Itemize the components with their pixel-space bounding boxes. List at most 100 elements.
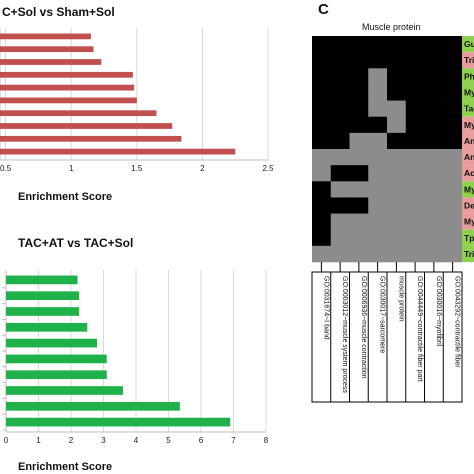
- gene-label-bg: [462, 116, 474, 133]
- heatmap-cell: [330, 36, 350, 53]
- gene-label-bg: [462, 132, 474, 149]
- heatmap-cell: [368, 165, 388, 182]
- gene-label: Ankrd1: [464, 136, 474, 146]
- heatmap-column-labels: GO:0031674~I band GO:0003012~muscle syste…: [311, 262, 463, 403]
- chart2-bar: [6, 338, 97, 348]
- heatmap-cell: [330, 197, 350, 214]
- heatmap-cell: [405, 116, 425, 134]
- chart1-bar: [0, 135, 182, 142]
- heatmap-cell: [330, 229, 350, 247]
- chart2-tick-label: 4: [134, 436, 139, 445]
- gene-label: Gucy1a3: [464, 39, 474, 49]
- heatmap-cell: [443, 245, 463, 263]
- gene-label: Trim63: [464, 249, 474, 259]
- heatmap-cell: [349, 116, 369, 134]
- heatmap-cell: [368, 213, 388, 231]
- column-label: GO:0043292~contractile fiber: [454, 276, 461, 368]
- chart1-tick-label: 1: [69, 164, 74, 173]
- gene-label-bg: [462, 181, 474, 198]
- chart1-tick-label: 0.5: [0, 164, 12, 173]
- gene-label: Tagln: [464, 104, 474, 114]
- gene-label: Trim72: [464, 55, 474, 65]
- heatmap-cell: [387, 149, 407, 166]
- heatmap-cell: [368, 149, 388, 166]
- chart2-tick-label: 0: [4, 436, 9, 445]
- heatmap-cell: [312, 52, 332, 69]
- chart2-bar: [6, 322, 88, 332]
- heatmap-cell: [330, 165, 350, 182]
- heatmap-cell: [387, 68, 407, 85]
- heatmap-cell: [312, 181, 332, 198]
- heatmap-cell: [349, 181, 369, 198]
- heatmap-cell: [312, 84, 332, 101]
- heatmap-cell: [387, 132, 407, 150]
- gene-label: Acta1: [464, 168, 474, 178]
- heatmap-cell: [424, 84, 444, 101]
- heatmap-cell: [368, 68, 388, 85]
- heatmap-cell: [330, 84, 350, 101]
- chart1-bar: [0, 84, 135, 91]
- heatmap-cell: [443, 213, 463, 231]
- heatmap-cell: [424, 213, 444, 231]
- column-label: muscle protein: [397, 276, 404, 322]
- chart1-tick-label: 2.5: [262, 164, 274, 173]
- heatmap-cell: [312, 229, 332, 247]
- heatmap-cell: [330, 68, 350, 85]
- heatmap-cell: [405, 36, 425, 53]
- heatmap-cell: [443, 52, 463, 69]
- heatmap-cell: [387, 181, 407, 198]
- gene-label: Tpm2: [464, 233, 474, 243]
- gene-label: Myl9: [464, 88, 474, 98]
- gene-label: Myh7: [464, 217, 474, 227]
- chart2-xlabel: Enrichment Score: [18, 461, 112, 473]
- heatmap-cell: [443, 100, 463, 118]
- heatmap-cell: [349, 149, 369, 166]
- heatmap-cell: [368, 84, 388, 101]
- heatmap-cell: [368, 197, 388, 214]
- heatmap-cell: [387, 116, 407, 134]
- chart2-tick-label: 6: [199, 436, 204, 445]
- column-label: GO:0031674~I band: [322, 276, 329, 340]
- heatmap-cell: [368, 229, 388, 247]
- heatmap-cell: [387, 36, 407, 53]
- gene-label-bg: [462, 68, 474, 85]
- chart1-title: C+Sol vs Sham+Sol: [2, 5, 115, 19]
- column-label: GO:0030017~sarcomere: [379, 276, 386, 353]
- column-label: GO:0030016~myofibril: [435, 276, 442, 347]
- gene-label: Myh11: [464, 184, 474, 194]
- heatmap-cell: [330, 149, 350, 166]
- column-label: GO:0044449~contractile fiber part: [416, 276, 423, 382]
- heatmap-cell: [312, 36, 332, 53]
- heatmap-cell: [405, 149, 425, 166]
- chart2-tick-label: 1: [36, 436, 41, 445]
- heatmap-cell: [330, 213, 350, 231]
- chart1-tick-label: 2: [200, 164, 205, 173]
- chart2-bar: [6, 401, 180, 411]
- heatmap-cell: [405, 84, 425, 101]
- heatmap-cell: [443, 229, 463, 247]
- chart1-bar: [0, 59, 102, 65]
- heatmap-cell: [312, 149, 332, 166]
- heatmap-cell: [443, 181, 463, 198]
- gene-label-bg: [462, 165, 474, 182]
- chart-tac-at: TAC+AT vs TAC+Sol 0 1 2 3 4 5 6 7 8 Enrichment S…: [2, 236, 269, 473]
- heatmap-cell: [424, 197, 444, 214]
- heatmap-cell: [349, 36, 369, 53]
- chart1-bar: [0, 148, 236, 155]
- heatmap-cell: [349, 245, 369, 263]
- chart1-tick-label: 1.5: [131, 164, 143, 173]
- gene-label: Mybpc2: [464, 120, 474, 130]
- gene-label-bg: [462, 245, 474, 262]
- heatmap-cell: [349, 197, 369, 214]
- heatmap-cell: [349, 165, 369, 182]
- chart2-bar: [6, 386, 123, 395]
- chart2-tick-label: 5: [166, 436, 171, 445]
- chart2-bar: [6, 370, 107, 380]
- heatmap-cell: [349, 132, 369, 150]
- chart1-bar: [0, 46, 94, 53]
- heatmap-cell: [424, 36, 444, 53]
- heatmap-cell: [349, 100, 369, 118]
- heatmap-cell: [387, 245, 407, 263]
- heatmap-cell: [443, 68, 463, 85]
